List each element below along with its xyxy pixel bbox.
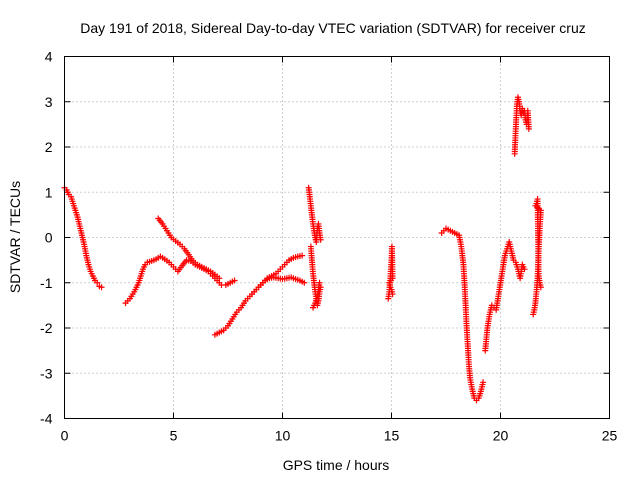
data-point xyxy=(216,275,223,282)
x-tick-label: 20 xyxy=(493,428,509,444)
plot-frame xyxy=(64,56,610,419)
y-tick-label: 4 xyxy=(45,49,53,65)
data-point xyxy=(537,284,544,291)
y-tick-label: -3 xyxy=(40,365,53,381)
series-arc11 xyxy=(530,196,544,318)
series-arc7 xyxy=(385,243,396,302)
data-point xyxy=(231,277,238,284)
grid-layer xyxy=(64,56,610,419)
axes-layer: 0 5 10 15 20 25 -4 -3 -2 -1 0 1 2 3 4 xyxy=(40,49,617,444)
x-tick-label: 25 xyxy=(602,428,618,444)
data-point xyxy=(525,125,532,132)
y-tick-label: -4 xyxy=(40,411,53,427)
y-tick-label: 2 xyxy=(45,139,53,155)
y-tick-label: 1 xyxy=(45,184,53,200)
data-point xyxy=(301,279,308,286)
y-tick-label: -2 xyxy=(40,320,53,336)
x-tick-label: 0 xyxy=(61,428,69,444)
y-tick-label: -1 xyxy=(40,275,53,291)
series-arc6 xyxy=(305,184,324,311)
x-tick-label: 10 xyxy=(275,428,291,444)
series-arc5 xyxy=(248,274,308,298)
series-arc8 xyxy=(438,225,487,404)
data-point xyxy=(316,279,323,286)
series-arc4 xyxy=(211,252,306,338)
data-point xyxy=(480,379,487,386)
series-arc3 xyxy=(155,215,223,282)
y-axis-label: SDTVAR / TECUs xyxy=(7,181,23,293)
data-point xyxy=(317,236,324,243)
x-tick-label: 15 xyxy=(384,428,400,444)
x-tick-label: 5 xyxy=(170,428,178,444)
chart-title: Day 191 of 2018, Sidereal Day-to-day VTE… xyxy=(80,20,586,36)
series-arc9 xyxy=(482,239,517,354)
y-tick-label: 3 xyxy=(45,94,53,110)
data-point xyxy=(521,266,528,273)
data-point xyxy=(94,279,101,286)
data-point xyxy=(98,284,105,291)
x-axis-label: GPS time / hours xyxy=(283,457,390,473)
data-point xyxy=(389,291,396,298)
data-point xyxy=(299,252,306,259)
series-arc2 xyxy=(122,253,238,307)
series-arc1 xyxy=(61,184,105,291)
y-tick-label: 0 xyxy=(45,230,53,246)
series-arc10 xyxy=(511,94,532,282)
data-points-layer xyxy=(61,94,544,404)
